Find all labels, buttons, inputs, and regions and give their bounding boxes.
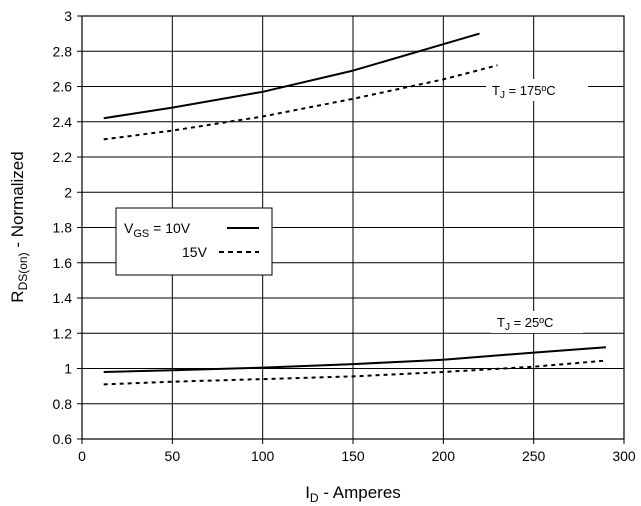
y-tick-label: 0.8	[53, 396, 73, 412]
legend-box	[115, 207, 273, 276]
y-tick-label: 1	[64, 361, 72, 377]
y-tick-label: 2.6	[53, 79, 73, 95]
x-tick-label: 200	[432, 448, 456, 464]
x-tick-label: 100	[251, 448, 275, 464]
series-line-15v-tj25	[103, 359, 606, 386]
x-tick-label: 300	[612, 448, 636, 464]
annotation-tj25-box	[491, 311, 583, 333]
x-tick-label: 150	[341, 448, 365, 464]
y-axis-title: RDS(on) - Normalized	[8, 151, 30, 302]
y-tick-label: 0.6	[53, 431, 73, 447]
legend-title: VGS = 10V	[124, 220, 191, 240]
y-tick-label: 2.8	[53, 43, 73, 59]
x-axis-ticks: 0 50 100 150 200 250 300	[78, 439, 636, 464]
y-axis-ticks: 0.6 0.8 1 1.2 1.4 1.6 1.8 2 2.2 2.4 2.6 2.8 3	[53, 8, 82, 447]
series-line-15v-tj175	[103, 64, 498, 141]
y-tick-label: 1.8	[53, 220, 73, 236]
y-tick-label: 2.4	[53, 114, 73, 130]
x-tick-label: 0	[78, 448, 86, 464]
legend: VGS = 10V 15V	[115, 207, 273, 276]
x-tick-label: 50	[165, 448, 181, 464]
annotation-tj25: TJ = 25ºC	[497, 315, 553, 333]
y-tick-label: 1.4	[53, 290, 73, 306]
legend-label-15v: 15V	[182, 244, 208, 260]
series-line-10v-tj175	[103, 32, 480, 120]
y-tick-label: 2.2	[53, 149, 73, 165]
y-tick-label: 3	[64, 8, 72, 24]
x-axis-title: ID - Amperes	[305, 483, 401, 505]
y-tick-label: 1.2	[53, 325, 73, 341]
series-line-10v-tj25	[103, 346, 606, 373]
y-tick-label: 1.6	[53, 255, 73, 271]
x-tick-label: 250	[522, 448, 546, 464]
y-tick-label: 2	[64, 184, 72, 200]
annotation-tj175-box	[486, 79, 588, 101]
series-group	[103, 32, 606, 386]
annotation-tj175: TJ = 175ºC	[492, 83, 556, 101]
